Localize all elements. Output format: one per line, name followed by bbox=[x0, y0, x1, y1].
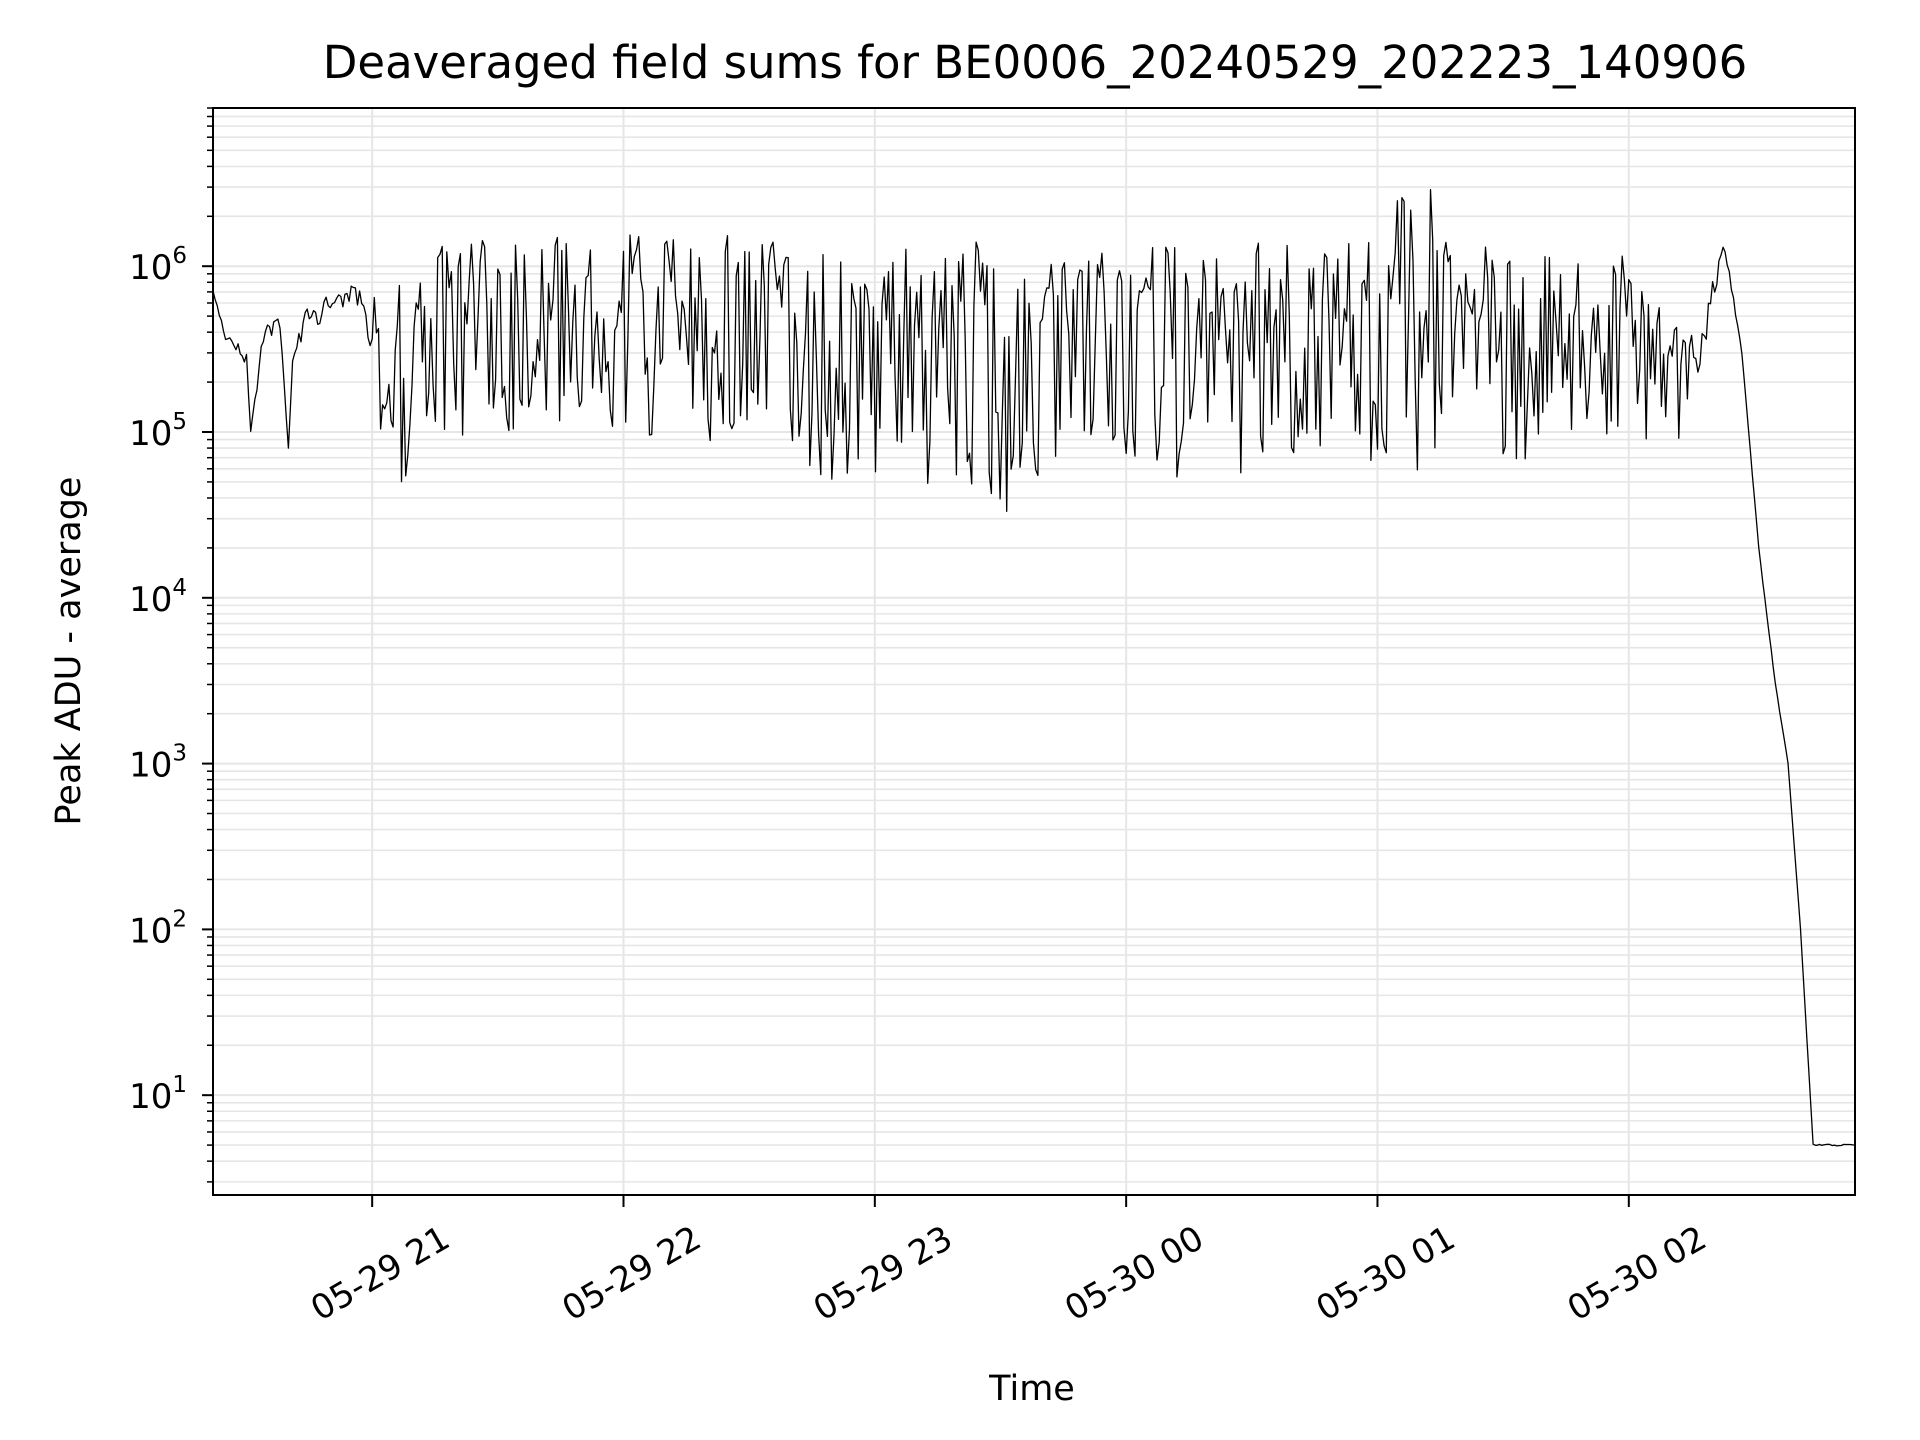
y-tick-label: 105 bbox=[129, 409, 187, 454]
series-line bbox=[212, 189, 1856, 1147]
y-tick-label: 106 bbox=[129, 243, 187, 288]
y-tick-label: 103 bbox=[129, 741, 187, 786]
y-axis-label: Peak ADU - average bbox=[49, 477, 89, 826]
grid-lines bbox=[213, 107, 1855, 1195]
series-layer bbox=[212, 189, 1856, 1147]
y-tick-label: 101 bbox=[129, 1072, 187, 1117]
plot-frame bbox=[212, 107, 1856, 1196]
y-tick-label: 104 bbox=[129, 575, 187, 620]
chart-title: Deaveraged field sums for BE0006_2024052… bbox=[323, 36, 1748, 89]
y-tick-label: 102 bbox=[129, 906, 187, 951]
x-axis-label: Time bbox=[988, 1369, 1075, 1409]
